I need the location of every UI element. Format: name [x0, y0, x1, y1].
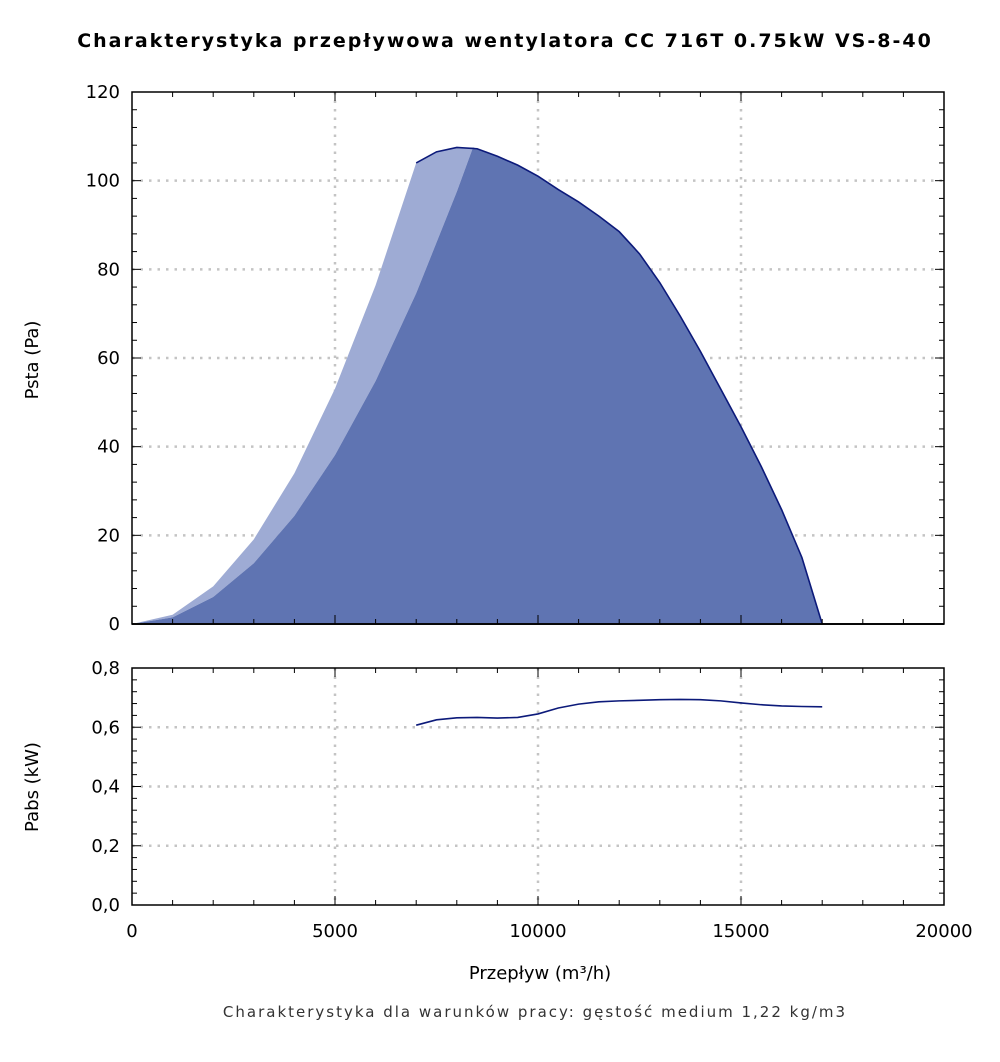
pressure-y-tick-label: 60 — [97, 348, 120, 369]
power-x-tick-label: 5000 — [312, 921, 358, 942]
dark-operating-area — [132, 147, 823, 624]
pabs-line — [415, 698, 823, 726]
power-x-tick-label: 10000 — [509, 921, 566, 942]
chart-title: Charakterystyka przepływowa wentylatora … — [77, 30, 933, 52]
power-y-tick-label: 0,4 — [91, 777, 120, 798]
pressure-y-tick-label: 100 — [86, 171, 120, 192]
chart-caption: Charakterystyka dla warunków pracy: gęst… — [223, 1003, 847, 1021]
power-plot: 0,0 0,2 0,4 0,6 0,8 0 5000 10000 15000 20000 — [91, 658, 972, 942]
light-operating-area — [132, 147, 474, 624]
power-x-tick-label: 20000 — [915, 921, 972, 942]
pressure-y-tick-label: 20 — [97, 525, 120, 546]
power-y-tick-label: 0,6 — [91, 717, 120, 738]
pressure-plot: 0 20 40 60 80 100 120 — [86, 82, 945, 635]
power-y-tick-label: 0,2 — [91, 836, 120, 857]
pressure-y-tick-label: 120 — [86, 82, 120, 103]
x-axis-label: Przepływ (m³/h) — [469, 963, 611, 984]
pressure-y-tick-label: 0 — [109, 614, 120, 635]
power-y-tick-label: 0,8 — [91, 658, 120, 679]
y-axis-label-pressure: Psta (Pa) — [22, 321, 43, 400]
power-grid — [132, 668, 944, 905]
pressure-y-tick-label: 40 — [97, 437, 120, 458]
fan-curve-line — [415, 146, 823, 625]
y-axis-label-power: Pabs (kW) — [22, 742, 43, 832]
pressure-y-tick-label: 80 — [97, 259, 120, 280]
power-y-tick-label: 0,0 — [91, 895, 120, 916]
power-x-tick-label: 15000 — [712, 921, 769, 942]
power-x-tick-label: 0 — [126, 921, 137, 942]
